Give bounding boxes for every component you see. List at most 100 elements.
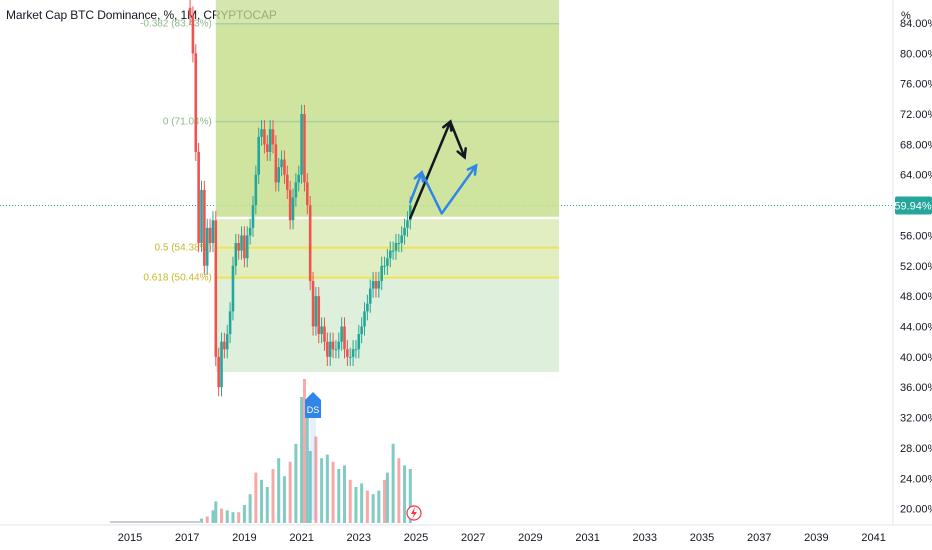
volume-bar bbox=[408, 469, 412, 523]
candle-body bbox=[394, 243, 398, 251]
candle-body bbox=[288, 189, 292, 221]
candle-body bbox=[328, 341, 332, 357]
y-tick-label: 84.00% bbox=[900, 18, 932, 30]
volume-bar bbox=[348, 479, 352, 523]
chart-title: Market Cap BTC Dominance, %, 1M, CRYPTOC… bbox=[6, 8, 277, 22]
candle-body bbox=[245, 235, 249, 259]
candle-body bbox=[368, 288, 372, 304]
y-tick-label: 20.00% bbox=[900, 504, 932, 516]
candle-body bbox=[217, 356, 220, 388]
candle-body bbox=[240, 235, 243, 251]
y-tick-label: 44.00% bbox=[900, 322, 932, 334]
candle-body bbox=[268, 129, 272, 152]
candle-body bbox=[191, 15, 195, 54]
x-tick-label: 2031 bbox=[575, 532, 599, 544]
y-tick-label: 72.00% bbox=[900, 109, 932, 121]
lightning-icon bbox=[406, 505, 422, 521]
y-tick-label: 40.00% bbox=[900, 352, 932, 364]
fib-level-label: 0.5 (54.38%) bbox=[155, 243, 212, 254]
volume-bar bbox=[343, 465, 346, 523]
candle-body bbox=[248, 227, 252, 236]
y-tick-label: 56.00% bbox=[900, 230, 932, 242]
candle-body bbox=[234, 243, 238, 266]
volume-bar bbox=[360, 483, 364, 523]
volume-bar bbox=[377, 490, 381, 523]
volume-bar bbox=[288, 461, 292, 523]
y-tick-label: 32.00% bbox=[900, 413, 932, 425]
x-tick-label: 2029 bbox=[518, 532, 542, 544]
volume-bar bbox=[354, 487, 358, 523]
candle-body bbox=[400, 235, 403, 244]
x-tick-label: 2027 bbox=[461, 532, 485, 544]
candle-body bbox=[371, 280, 375, 289]
candle-body bbox=[200, 189, 203, 244]
candle-body bbox=[260, 129, 263, 137]
volume-bar bbox=[385, 472, 389, 523]
y-tick-label: 68.00% bbox=[900, 139, 932, 151]
volume-bar bbox=[248, 494, 252, 523]
volume-baseline bbox=[110, 521, 202, 523]
candle-body bbox=[383, 265, 386, 267]
candle-body bbox=[388, 250, 392, 259]
y-tick-label: 52.00% bbox=[900, 261, 932, 273]
candle-body bbox=[265, 144, 269, 152]
candle-body bbox=[320, 326, 323, 335]
candle-body bbox=[203, 189, 206, 266]
volume-bars bbox=[110, 379, 412, 523]
candle-body bbox=[291, 197, 295, 221]
volume-bar bbox=[371, 494, 375, 523]
candle-body bbox=[280, 159, 283, 168]
fib-level-label: 0.618 (50.44%) bbox=[143, 273, 211, 284]
candle-body bbox=[214, 220, 218, 357]
volume-bar bbox=[254, 472, 258, 523]
candle-body bbox=[314, 296, 318, 327]
y-tick-label: 28.00% bbox=[900, 443, 932, 455]
volume-bar bbox=[320, 458, 324, 523]
blue-arrow-path bbox=[409, 164, 478, 215]
volume-bar bbox=[282, 476, 286, 523]
candle-body bbox=[346, 349, 349, 357]
unit-label: % bbox=[901, 10, 911, 22]
candle-body bbox=[357, 334, 361, 350]
candle-body bbox=[354, 349, 358, 351]
candle-body bbox=[360, 326, 363, 335]
event-badge-label: DS bbox=[307, 405, 320, 415]
candle-body bbox=[391, 250, 395, 252]
volume-bar bbox=[205, 516, 209, 523]
volume-bar bbox=[403, 465, 407, 523]
y-tick-label: 80.00% bbox=[900, 48, 932, 60]
overlays: DS bbox=[305, 119, 478, 521]
black-arrow-peak-head bbox=[442, 119, 453, 132]
event-highlight bbox=[310, 400, 317, 520]
candle-body bbox=[408, 205, 412, 221]
candle-body bbox=[243, 235, 246, 259]
x-tick-label: 2017 bbox=[175, 532, 199, 544]
candle-body bbox=[308, 205, 312, 281]
candle-body bbox=[337, 341, 341, 350]
x-tick-label: 2019 bbox=[232, 532, 256, 544]
candle-body bbox=[274, 144, 278, 183]
candle-body bbox=[351, 349, 355, 357]
volume-bar bbox=[302, 379, 306, 523]
candle-body bbox=[211, 220, 215, 244]
candle-body bbox=[231, 265, 235, 312]
fib-level-label: 0 (71.04%) bbox=[163, 117, 212, 128]
candle-body bbox=[286, 174, 289, 190]
fib-zone: -0.382 (83.43%) 0 (71.04%) 0.5 (54.38%) 0.6… bbox=[140, 0, 560, 373]
blue-arrow-peak-head bbox=[413, 170, 425, 183]
y-tick-label: 64.00% bbox=[900, 170, 932, 182]
volume-bar bbox=[237, 512, 241, 523]
candle-body bbox=[331, 341, 335, 350]
volume-bar bbox=[214, 501, 218, 523]
candle-body bbox=[366, 303, 369, 312]
candle-body bbox=[223, 341, 226, 350]
blue-arrow-head bbox=[466, 163, 478, 176]
volume-bar bbox=[225, 510, 229, 523]
candle-body bbox=[271, 129, 275, 145]
candle-body bbox=[363, 311, 366, 327]
event-badge bbox=[305, 392, 322, 418]
y-tick-label: 76.00% bbox=[900, 79, 932, 91]
y-tick-label: 24.00% bbox=[900, 473, 932, 485]
candle-body bbox=[197, 151, 200, 244]
